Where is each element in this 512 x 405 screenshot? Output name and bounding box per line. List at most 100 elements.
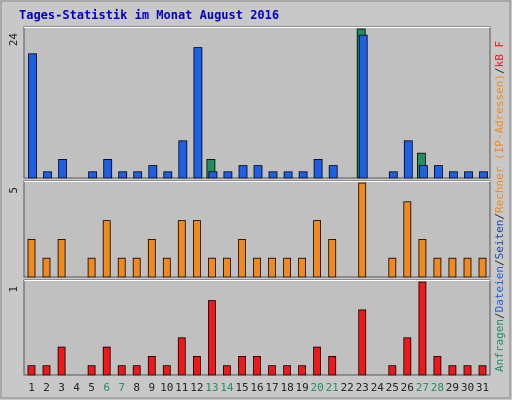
x-tick-label-day-17: 17: [265, 381, 278, 394]
x-tick-label-day-22: 22: [341, 381, 354, 394]
bar-middle-day-16: [253, 257, 261, 278]
bar-bottom-day-5: [87, 365, 96, 376]
bar-bottom-day-7: [117, 365, 126, 376]
bar-dateien-day-16: [253, 165, 263, 179]
bar-bottom-day-13: [207, 300, 216, 376]
bar-middle-day-31: [478, 257, 487, 278]
legend-item-1: /: [493, 312, 506, 319]
bar-middle-day-29: [448, 257, 457, 278]
bar-middle-day-1: [27, 238, 36, 278]
x-tick-label-day-23: 23: [356, 381, 369, 394]
bar-dateien-day-3: [58, 158, 67, 179]
x-tick-label-day-4: 4: [73, 381, 80, 394]
bar-middle-day-27: [418, 238, 427, 278]
bar-dateien-day-18: [283, 171, 293, 179]
panel-middle: 5: [7, 180, 491, 278]
bar-bottom-day-8: [132, 365, 141, 376]
x-tick-label-day-16: 16: [250, 381, 263, 394]
x-tick-label-day-12: 12: [190, 381, 203, 394]
x-tick-label-day-14: 14: [220, 381, 234, 394]
x-tick-label-day-20: 20: [310, 381, 323, 394]
x-tick-label-day-18: 18: [280, 381, 293, 394]
x-tick-label-day-10: 10: [160, 381, 173, 394]
x-tick-label-day-13: 13: [205, 381, 218, 394]
bar-middle-day-5: [87, 257, 96, 278]
bar-bottom-day-14: [222, 365, 231, 376]
bar-bottom-day-21: [328, 355, 337, 376]
x-tick-label-day-7: 7: [118, 381, 125, 394]
legend-item-4: Seiten: [493, 220, 506, 260]
bar-middle-day-8: [132, 257, 141, 278]
bar-dateien-day-9: [148, 165, 158, 179]
bar-dateien-day-23: [358, 34, 368, 179]
bar-dateien-day-30: [464, 171, 473, 179]
bar-dateien-day-21: [328, 165, 338, 179]
bar-dateien-day-13: [208, 171, 218, 179]
legend-item-6: Rechner (IP-Adressen): [493, 74, 506, 213]
bar-dateien-day-10: [163, 171, 173, 179]
bar-middle-day-26: [403, 201, 412, 278]
panel-bottom: 1: [7, 279, 491, 376]
bar-bottom-day-26: [403, 337, 412, 376]
bar-dateien-day-31: [479, 171, 488, 179]
bar-dateien-day-7: [118, 171, 128, 179]
x-tick-label-day-5: 5: [88, 381, 95, 394]
bar-dateien-day-2: [43, 171, 52, 179]
bar-bottom-day-23: [358, 309, 367, 376]
bar-middle-day-7: [117, 257, 126, 278]
bar-bottom-day-16: [253, 355, 261, 376]
chart-title: Tages-Statistik im Monat August 2016: [19, 8, 279, 22]
bar-dateien-day-19: [298, 171, 308, 179]
legend-item-2: Dateien: [493, 266, 506, 312]
bar-dateien-day-1: [28, 53, 37, 179]
bar-dateien-day-5: [88, 171, 97, 179]
chart-panels: 24 5 1: [7, 26, 491, 376]
bar-bottom-day-20: [313, 346, 322, 376]
bar-middle-day-10: [162, 257, 171, 278]
x-tick-label-day-24: 24: [371, 381, 385, 394]
bar-middle-day-21: [328, 238, 337, 278]
bar-bottom-day-12: [192, 355, 201, 376]
bar-bottom-day-10: [162, 365, 171, 376]
bar-middle-day-17: [268, 257, 276, 278]
legend-item-5: /: [493, 213, 506, 220]
bar-bottom-day-9: [147, 355, 156, 376]
x-tick-label-day-25: 25: [386, 381, 399, 394]
bar-bottom-day-17: [268, 365, 276, 376]
bar-middle-day-18: [283, 257, 292, 278]
bar-middle-day-3: [57, 238, 66, 278]
bar-dateien-day-12: [193, 47, 203, 179]
right-legend: Anfragen/Dateien/Seiten/Rechner (IP-Adre…: [493, 41, 506, 372]
legend-item-8: kB F: [493, 41, 506, 68]
panel-bottom-ymax-label: 1: [7, 286, 20, 293]
x-tick-label-day-15: 15: [235, 381, 248, 394]
x-tick-label-day-3: 3: [58, 381, 65, 394]
bar-bottom-day-30: [463, 365, 472, 376]
bar-dateien-day-28: [433, 165, 443, 179]
x-tick-label-day-31: 31: [476, 381, 489, 394]
bar-dateien-day-25: [388, 171, 398, 179]
bar-middle-day-25: [388, 257, 397, 278]
panel-middle-ymax-label: 5: [7, 187, 20, 194]
bar-bottom-day-25: [388, 365, 397, 376]
x-tick-label-day-29: 29: [446, 381, 459, 394]
bar-bottom-day-11: [177, 337, 186, 376]
legend-text: Anfragen/Dateien/Seiten/Rechner (IP-Adre…: [493, 41, 506, 372]
bar-middle-day-2: [42, 257, 51, 278]
bar-bottom-day-28: [433, 355, 442, 376]
bar-dateien-day-14: [223, 171, 233, 179]
bar-bottom-day-15: [238, 355, 246, 376]
x-tick-label-day-8: 8: [133, 381, 140, 394]
bar-middle-day-28: [433, 257, 442, 278]
x-tick-label-day-30: 30: [461, 381, 474, 394]
x-tick-label-day-6: 6: [103, 381, 110, 394]
bar-middle-day-11: [177, 220, 186, 278]
bar-bottom-day-3: [57, 346, 66, 376]
bar-dateien-day-6: [103, 158, 113, 179]
bar-dateien-day-8: [133, 171, 143, 179]
bar-middle-day-12: [192, 220, 201, 278]
bar-middle-day-14: [222, 257, 231, 278]
